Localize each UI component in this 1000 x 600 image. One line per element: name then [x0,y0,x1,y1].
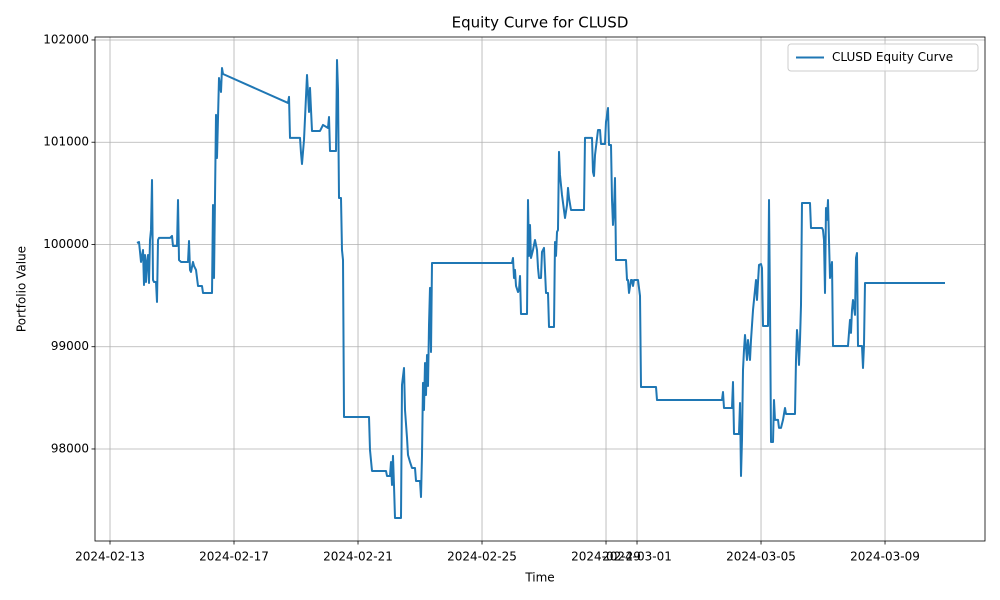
x-tick-label: 2024-02-25 [447,550,517,564]
legend: CLUSD Equity Curve [787,43,979,72]
x-tick-label: 2024-02-29 [571,550,641,564]
y-tick-label: 99000 [51,339,89,353]
x-tick-label: 2024-03-01 [602,550,672,564]
series-line [136,59,945,519]
x-tick-label: 2024-02-13 [75,550,145,564]
legend-box [787,43,979,72]
y-tick-label: 98000 [51,441,89,455]
chart-title: Equity Curve for CLUSD [452,14,629,32]
y-tick-label: 100000 [43,237,89,251]
x-tick-label: 2024-02-21 [323,550,393,564]
y-axis-label: Portfolio Value [15,246,29,332]
axes: 98000 99000 100000 101000 102000 2024-02-13 20… [43,32,920,563]
y-tick-label: 102000 [43,32,89,46]
plot-area [136,59,945,519]
legend-label: CLUSD Equity Curve [832,50,953,64]
x-tick-label: 2024-03-05 [726,550,796,564]
x-axis-label: Time [524,571,554,585]
y-tick-label: 101000 [43,135,89,149]
axes-frame [94,36,986,542]
x-tick-label: 2024-02-17 [199,550,269,564]
x-tick-label: 2024-03-09 [850,550,920,564]
grid [95,37,985,541]
